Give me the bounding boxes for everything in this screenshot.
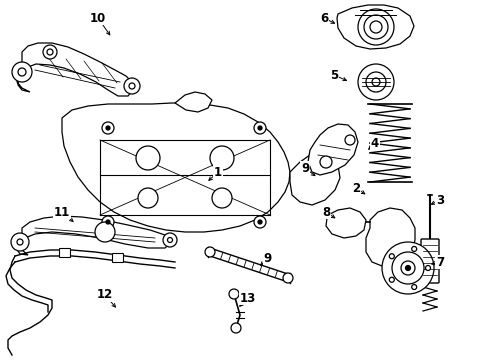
Circle shape [425,266,431,270]
Text: 5: 5 [330,68,338,81]
Circle shape [11,233,29,251]
Circle shape [254,216,266,228]
Circle shape [129,83,135,89]
Circle shape [390,254,394,259]
Text: 1: 1 [214,166,222,179]
Circle shape [106,126,110,130]
Polygon shape [308,124,358,175]
Text: 11: 11 [54,206,70,219]
Polygon shape [326,208,366,238]
Circle shape [406,266,411,270]
Circle shape [102,122,114,134]
Circle shape [382,242,434,294]
Text: 2: 2 [352,181,360,194]
FancyBboxPatch shape [59,248,71,257]
Text: 10: 10 [90,12,106,24]
Polygon shape [62,103,290,232]
Circle shape [205,247,215,257]
Polygon shape [366,208,415,266]
Circle shape [320,156,332,168]
Text: 6: 6 [320,12,328,24]
FancyBboxPatch shape [113,253,123,262]
Circle shape [210,146,234,170]
Circle shape [358,64,394,100]
Text: 9: 9 [264,252,272,265]
Text: 12: 12 [97,288,113,302]
Circle shape [124,78,140,94]
FancyBboxPatch shape [421,239,439,283]
Circle shape [372,78,380,86]
Circle shape [12,62,32,82]
Circle shape [136,146,160,170]
Circle shape [43,45,57,59]
Circle shape [18,68,26,76]
Text: 3: 3 [436,194,444,207]
Circle shape [254,122,266,134]
Circle shape [95,222,115,242]
Circle shape [364,15,388,39]
Polygon shape [17,43,133,96]
Polygon shape [290,152,340,205]
Text: 9: 9 [301,162,309,175]
Circle shape [102,216,114,228]
Circle shape [401,261,415,275]
Circle shape [212,188,232,208]
Text: 7: 7 [436,256,444,269]
Circle shape [163,233,177,247]
Circle shape [370,21,382,33]
Text: 4: 4 [371,136,379,149]
Circle shape [138,188,158,208]
Circle shape [366,72,386,92]
Circle shape [17,239,23,245]
Circle shape [358,9,394,45]
Polygon shape [175,92,212,112]
Polygon shape [337,5,414,49]
Circle shape [258,126,262,130]
Circle shape [392,252,424,284]
Circle shape [390,277,394,282]
Text: 13: 13 [240,292,256,305]
Circle shape [345,135,355,145]
Circle shape [412,247,416,252]
Circle shape [47,49,53,55]
Circle shape [106,220,110,224]
Circle shape [283,273,293,283]
Circle shape [168,238,172,243]
Circle shape [229,289,239,299]
Polygon shape [16,216,172,255]
Text: 8: 8 [322,206,330,219]
Circle shape [231,323,241,333]
Circle shape [412,284,416,289]
Circle shape [258,220,262,224]
